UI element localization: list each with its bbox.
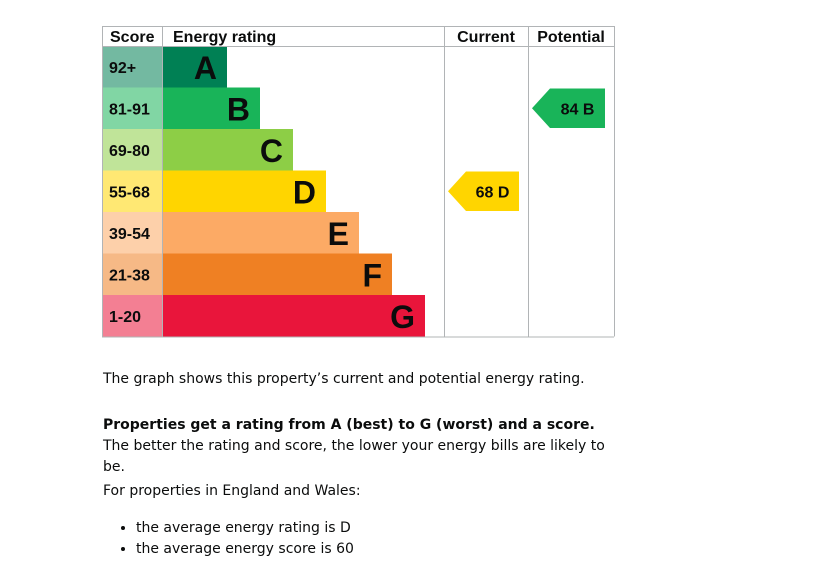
rating-explanation-rest: The better the rating and score, the low… <box>103 438 605 475</box>
score-label-g: 1-20 <box>109 309 141 326</box>
score-label-c: 69-80 <box>109 143 150 160</box>
potential-rating-arrow <box>532 88 605 128</box>
rating-bar-e <box>162 212 359 254</box>
score-cell-f <box>102 253 162 295</box>
rating-bar-g <box>162 295 425 337</box>
score-cell-d <box>102 170 162 212</box>
average-score-item: the average energy score is 60 <box>136 539 616 560</box>
intro-text: The graph shows this property’s current … <box>103 371 585 387</box>
rating-letter-c: C <box>260 133 283 169</box>
header-energy-rating: Energy rating <box>173 29 276 46</box>
region-text: For properties in England and Wales: <box>103 483 361 499</box>
rating-bar-c <box>162 129 293 171</box>
rating-letter-a: A <box>194 50 217 86</box>
current-rating-arrow <box>448 171 519 211</box>
score-cell-g <box>102 295 162 337</box>
score-label-d: 55-68 <box>109 184 150 201</box>
potential-rating-label: 84 B <box>561 101 595 118</box>
score-cell-a <box>102 46 162 88</box>
score-label-f: 21-38 <box>109 267 150 284</box>
score-label-a: 92+ <box>109 60 136 77</box>
rating-explanation-bold: Properties get a rating from A (best) to… <box>103 417 595 433</box>
header-potential: Potential <box>537 29 605 46</box>
score-cell-e <box>102 212 162 254</box>
rating-letter-b: B <box>227 91 250 127</box>
rating-letter-f: F <box>362 257 382 293</box>
energy-rating-chart: 92+ A 81-91 B 69-80 C 55-68 D 39-54 E 21-38 F 1-20 G S… <box>102 26 615 338</box>
rating-bar-d <box>162 170 326 212</box>
average-rating-item: the average energy rating is D <box>136 518 616 539</box>
rating-bar-a <box>162 46 227 88</box>
header-score: Score <box>110 29 155 46</box>
score-cell-b <box>102 87 162 129</box>
current-rating-label: 68 D <box>476 184 510 201</box>
rating-bar-b <box>162 87 260 129</box>
rating-explanation: Properties get a rating from A (best) to… <box>103 415 623 478</box>
score-cell-c <box>102 129 162 171</box>
header-current: Current <box>457 29 515 46</box>
average-list: the average energy rating is D the avera… <box>103 518 616 560</box>
score-label-e: 39-54 <box>109 226 150 243</box>
rating-letter-d: D <box>293 174 316 210</box>
rating-bar-f <box>162 253 392 295</box>
score-label-b: 81-91 <box>109 101 150 118</box>
rating-letter-e: E <box>328 216 349 252</box>
rating-letter-g: G <box>390 299 415 335</box>
